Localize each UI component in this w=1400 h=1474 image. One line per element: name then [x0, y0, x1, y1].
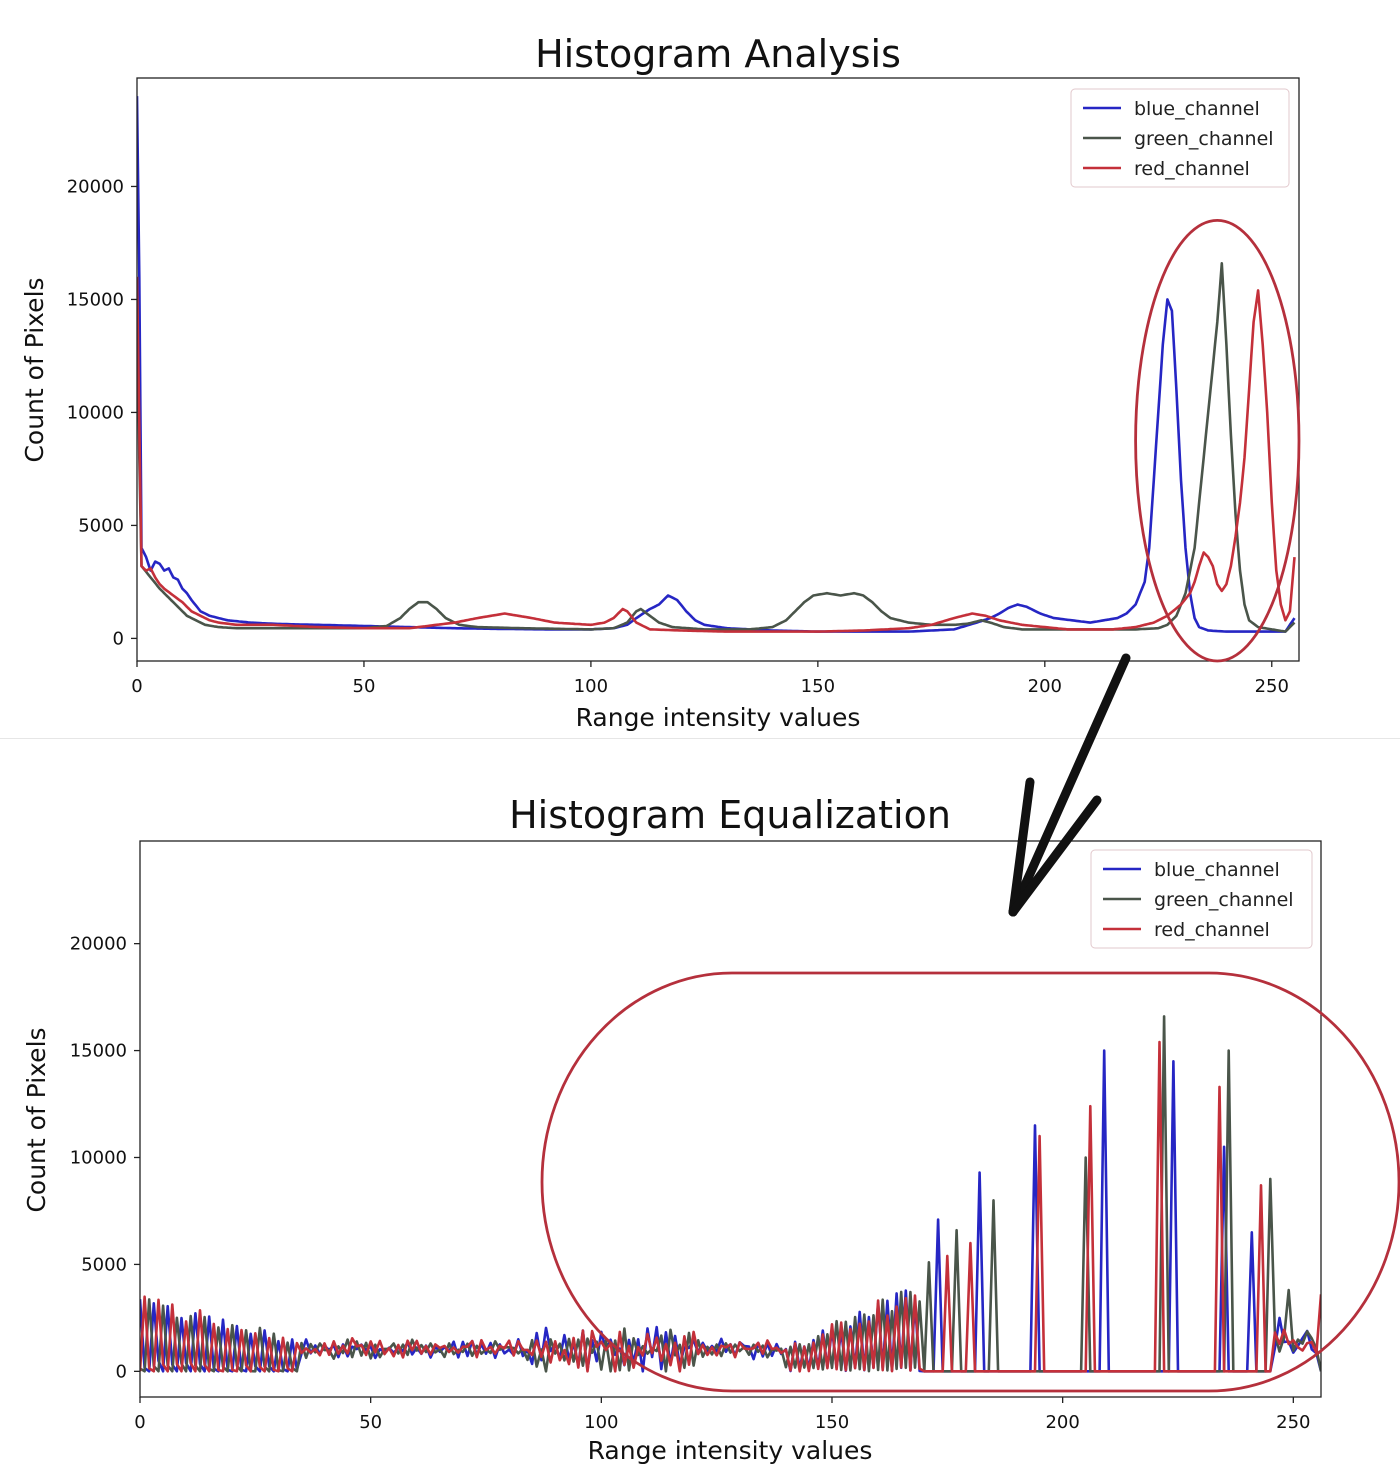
- x-tick-label: 250: [1276, 1412, 1310, 1433]
- y-axis-label-top: Count of Pixels: [20, 277, 49, 462]
- y-tick-label: 15000: [70, 1041, 127, 1062]
- annotation-ellipse-top: [1134, 218, 1301, 663]
- transition-arrow: [1008, 653, 1131, 917]
- legend-label: blue_channel: [1134, 98, 1260, 120]
- x-tick-label: 100: [574, 676, 608, 697]
- tick-labels-top: 0 50 100 150 200 250 0 5000 10000 15000 20000: [67, 176, 1289, 697]
- legend-label: green_channel: [1134, 128, 1274, 150]
- y-tick-label: 5000: [81, 1254, 127, 1275]
- highlight-ellipse: [1134, 218, 1301, 663]
- legend-label: blue_channel: [1154, 859, 1280, 881]
- legend-bottom: blue_channel green_channel red_channel: [1090, 849, 1313, 949]
- x-tick-label: 200: [1045, 1412, 1079, 1433]
- histogram-analysis-chart: Histogram Analysis Range intensity value…: [20, 32, 1301, 732]
- x-axis-label-top: Range intensity values: [576, 703, 861, 732]
- series-line-blue-channel: [140, 1049, 1321, 1373]
- y-tick-label: 0: [116, 1361, 127, 1382]
- chart-title-top: Histogram Analysis: [535, 32, 901, 76]
- axes-frame-top: [136, 77, 1300, 662]
- x-tick-label: 0: [131, 676, 142, 697]
- legend-label: red_channel: [1154, 919, 1270, 941]
- legend-label: green_channel: [1154, 889, 1294, 911]
- x-tick-label: 250: [1255, 676, 1289, 697]
- x-tick-label: 150: [815, 1412, 849, 1433]
- y-tick-label: 15000: [67, 289, 124, 310]
- y-tick-label: 0: [113, 628, 124, 649]
- series-line-blue-channel: [137, 96, 1296, 633]
- x-tick-label: 200: [1028, 676, 1062, 697]
- series-line-red-channel: [137, 276, 1296, 633]
- x-tick-label: 150: [801, 676, 835, 697]
- legend-label: red_channel: [1134, 158, 1250, 180]
- series-line-green-channel: [140, 1015, 1321, 1373]
- section-divider: [0, 738, 1400, 739]
- plot-area-top: [137, 96, 1296, 633]
- annotation-ellipse-bottom: [540, 971, 1400, 1393]
- chart-title-bottom: Histogram Equalization: [509, 793, 951, 837]
- highlight-ellipse: [540, 971, 1400, 1393]
- tick-labels-bottom: 0 50 100 150 200 250 0 5000 10000 15000 20000: [70, 934, 1311, 1433]
- y-tick-label: 20000: [67, 176, 124, 197]
- y-tick-label: 20000: [70, 934, 127, 955]
- legend-top: blue_channel green_channel red_channel: [1070, 88, 1290, 188]
- legend-box: [1090, 849, 1313, 949]
- series-line-red-channel: [140, 1040, 1321, 1373]
- y-axis-label-bottom: Count of Pixels: [22, 1027, 51, 1212]
- y-tick-label: 10000: [70, 1147, 127, 1168]
- axes-frame-bottom: [139, 840, 1322, 1398]
- series-line-green-channel: [137, 262, 1296, 633]
- x-tick-label: 100: [584, 1412, 618, 1433]
- plot-area-bottom: [140, 1015, 1321, 1373]
- y-tick-label: 10000: [67, 402, 124, 423]
- y-tick-label: 5000: [78, 515, 124, 536]
- x-tick-label: 50: [353, 676, 376, 697]
- legend-box: [1070, 88, 1290, 188]
- x-tick-label: 0: [134, 1412, 145, 1433]
- x-tick-label: 50: [359, 1412, 382, 1433]
- x-axis-label-bottom: Range intensity values: [588, 1436, 873, 1465]
- histogram-equalization-chart: Histogram Equalization Range intensity v…: [22, 793, 1400, 1465]
